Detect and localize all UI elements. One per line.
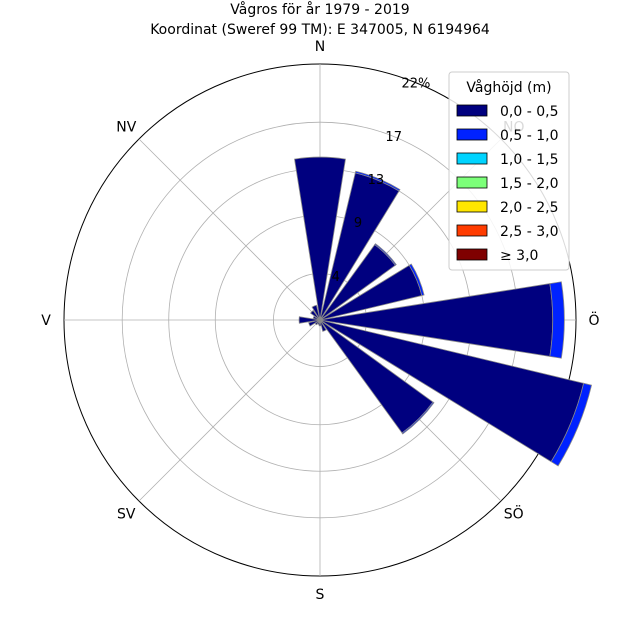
- legend-swatch: [456, 224, 488, 237]
- radial-tick-label: 9: [354, 216, 362, 231]
- direction-label: SV: [117, 507, 136, 523]
- direction-label: N: [315, 39, 325, 55]
- bars-group: [294, 156, 593, 467]
- bar-segment: [401, 401, 435, 435]
- direction-label: SÖ: [504, 505, 524, 523]
- radial-tick-label: 13: [368, 173, 385, 188]
- radial-tick-labels: 4 9 13 17 22%: [332, 76, 431, 285]
- bar-segment: [318, 319, 322, 327]
- legend-label: 0,0 - 0,5: [500, 104, 558, 120]
- direction-label: Ö: [588, 311, 599, 329]
- direction-label: V: [41, 313, 51, 329]
- radial-tick-label: 17: [385, 130, 402, 145]
- bar-segment: [294, 156, 346, 321]
- bar-segment: [298, 316, 321, 324]
- legend-swatch: [456, 248, 488, 261]
- legend-swatch: [456, 176, 488, 189]
- grid-spoke: [138, 319, 321, 502]
- legend-label: 1,0 - 1,5: [500, 152, 558, 168]
- bar-segment: [308, 319, 321, 327]
- bar-segment: [319, 319, 327, 332]
- legend-swatch: [456, 152, 488, 165]
- radial-tick-label: 22%: [402, 76, 431, 91]
- legend-swatch: [456, 200, 488, 213]
- bar-segment: [310, 310, 321, 321]
- legend-items: 0,0 - 0,5 0,5 - 1,0 1,0 - 1,5 1,5 - 2,0 2,0 …: [456, 104, 558, 264]
- legend-box: [448, 71, 570, 271]
- chart-subtitle: Koordinat (Sweref 99 TM): E 347005, N 61…: [150, 22, 490, 38]
- legend-swatch: [456, 104, 488, 117]
- direction-label: NV: [116, 119, 136, 135]
- bar-segment: [408, 263, 425, 297]
- bar-segment: [549, 281, 565, 359]
- bar-segment: [354, 170, 401, 192]
- direction-label: S: [316, 587, 325, 603]
- grid-spoke: [138, 138, 321, 321]
- legend-swatch: [456, 128, 488, 141]
- legend-label: 2,0 - 2,5: [500, 200, 558, 216]
- legend-title: Våghöjd (m): [466, 79, 551, 96]
- bar-segment: [550, 382, 593, 467]
- legend-label: 2,5 - 3,0: [500, 224, 558, 240]
- legend-label: 0,5 - 1,0: [500, 128, 558, 144]
- bar-segment: [311, 304, 321, 321]
- legend-label: ≥ 3,0: [500, 248, 538, 264]
- radial-tick-label: 4: [332, 270, 340, 285]
- legend: Våghöjd (m) 0,0 - 0,5 0,5 - 1,0 1,0 - 1,5 1…: [448, 71, 570, 271]
- legend-label: 1,5 - 2,0: [500, 176, 558, 192]
- chart-title: Vågros för år 1979 - 2019: [230, 1, 409, 18]
- bar-segment: [374, 243, 397, 266]
